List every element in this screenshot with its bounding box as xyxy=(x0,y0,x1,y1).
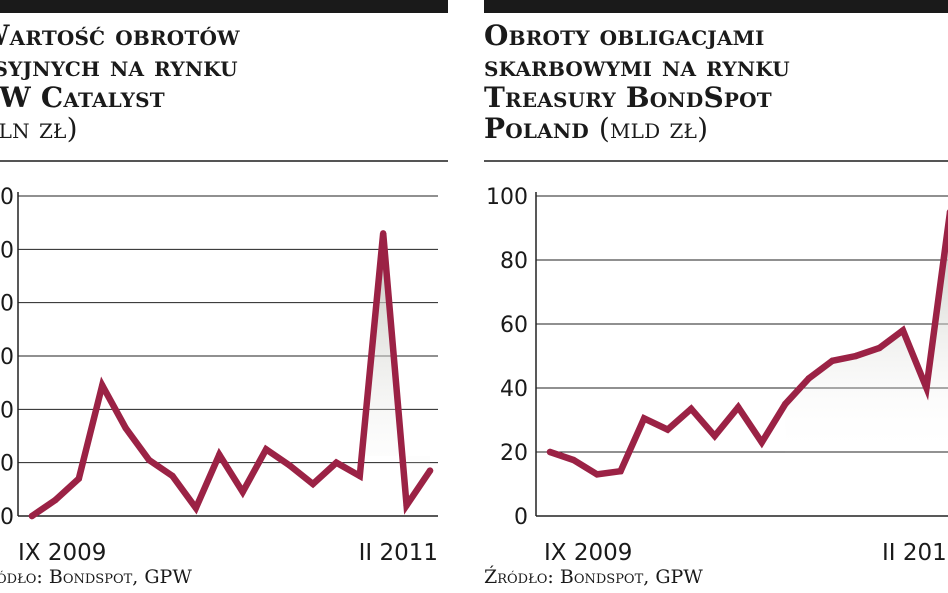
right-x-label-start: IX 2009 xyxy=(544,540,632,566)
right-y-tick-label: 20 xyxy=(500,441,528,466)
left-chart-title: Wartość obrotów esyjnych na rynku PW Cat… xyxy=(0,20,240,144)
left-data-point xyxy=(356,472,363,480)
right-title-line-4: Poland xyxy=(484,112,589,145)
right-data-point xyxy=(640,415,648,422)
right-y-tick-label: 60 xyxy=(500,313,528,338)
left-title-line-3: PW Catalyst xyxy=(0,81,165,114)
left-chart-panel: Wartość obrotów esyjnych na rynku PW Cat… xyxy=(0,0,448,593)
left-series-line xyxy=(28,233,434,520)
right-top-bar xyxy=(484,0,948,13)
right-data-point xyxy=(899,327,907,334)
right-chart-panel: Obroty obligacjami skarbowymi na rynku T… xyxy=(484,0,948,593)
left-y-tick-label: 0 xyxy=(0,345,14,370)
left-y-tick-label: 0 xyxy=(0,505,14,530)
left-data-point xyxy=(333,459,340,466)
left-title-line-2: esyjnych na rynku xyxy=(0,50,238,83)
left-source-note: ódło: Bondspot, GPW xyxy=(0,566,192,588)
left-y-tick-label: 0 xyxy=(0,292,14,317)
right-line-chart: 0 20 40 60 80 100 IX 2009 II 201 xyxy=(486,185,948,566)
left-data-point xyxy=(262,446,270,453)
right-x-label-end: II 201 xyxy=(882,540,947,566)
right-y-tick-label: 0 xyxy=(514,505,528,530)
left-top-bar xyxy=(0,0,448,13)
right-title-line-2: skarbowymi na rynku xyxy=(484,50,790,83)
right-y-tick-label: 80 xyxy=(500,249,528,274)
left-data-point xyxy=(52,496,59,504)
left-y-tick-label: 0 xyxy=(0,185,14,210)
left-y-tick-label: 0 xyxy=(0,452,14,477)
left-x-label-start: IX 2009 xyxy=(18,540,106,566)
right-chart-title: Obroty obligacjami skarbowymi na rynku T… xyxy=(484,20,790,144)
left-data-point xyxy=(75,475,83,482)
right-data-point xyxy=(876,344,883,352)
left-data-point xyxy=(99,382,106,389)
right-data-point xyxy=(570,456,577,464)
right-title-rule xyxy=(484,160,948,162)
left-y-tick-label: 0 xyxy=(0,238,14,263)
right-data-point xyxy=(923,384,930,392)
right-data-point xyxy=(735,404,742,411)
right-shaded-area xyxy=(785,226,948,456)
left-y-tick-label: 0 xyxy=(0,398,14,423)
left-data-point xyxy=(122,424,129,432)
right-data-point xyxy=(546,448,554,456)
left-data-point xyxy=(28,512,36,520)
left-x-label-end: II 2011 xyxy=(359,540,438,566)
right-data-point xyxy=(664,426,671,433)
right-data-point xyxy=(852,352,860,360)
right-series-line xyxy=(546,209,948,478)
right-data-point xyxy=(782,400,789,408)
left-data-point xyxy=(309,480,317,488)
left-data-point xyxy=(426,467,434,474)
left-title-line-1: Wartość obrotów xyxy=(0,19,240,52)
left-data-point xyxy=(216,451,223,458)
right-data-point xyxy=(758,439,765,446)
right-source-note: Źródło: Bondspot, GPW xyxy=(484,566,703,588)
left-data-point xyxy=(286,462,293,469)
right-title-unit: (mld zł) xyxy=(598,112,709,145)
left-data-point xyxy=(169,472,176,480)
left-data-point xyxy=(192,504,200,512)
right-y-tick-label: 40 xyxy=(500,377,528,402)
left-title-unit: mln zł) xyxy=(0,112,78,145)
right-data-point xyxy=(593,471,601,478)
right-y-tick-label: 100 xyxy=(486,185,528,210)
right-data-point xyxy=(617,468,624,475)
right-data-point xyxy=(805,375,813,382)
left-title-rule xyxy=(0,160,448,162)
right-data-point xyxy=(829,357,836,364)
left-data-point xyxy=(379,230,387,237)
right-title-line-3: Treasury BondSpot xyxy=(484,81,772,114)
left-data-point xyxy=(403,502,410,509)
right-data-point xyxy=(711,432,718,440)
left-data-point xyxy=(239,488,246,496)
right-data-point xyxy=(687,405,695,412)
left-data-point xyxy=(145,456,153,464)
right-title-line-1: Obroty obligacjami xyxy=(484,19,765,52)
